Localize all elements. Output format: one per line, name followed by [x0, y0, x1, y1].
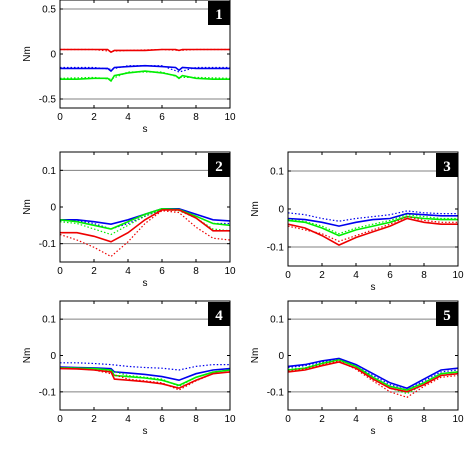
x-tick-label: 2 [91, 266, 97, 277]
chart-panel-5: 0 2 4 6 8 10 0.1 0 -0.1 s Nm 5 [250, 300, 464, 437]
x-tick-label: 4 [125, 414, 131, 425]
x-tick-label: 10 [224, 266, 236, 277]
x-tick-label: 2 [319, 414, 325, 425]
axes-frame [287, 300, 459, 411]
x-tick-label: 10 [452, 414, 464, 425]
x-axis-label: s [371, 426, 376, 437]
x-tick-label: 0 [285, 414, 291, 425]
y-tick-label: 0 [50, 351, 56, 362]
series-line-red-solid [288, 361, 458, 393]
series-line-red-solid [60, 209, 230, 243]
y-tick-label: 0 [278, 351, 284, 362]
chart-panel-4: 0 2 4 6 8 10 0.1 0 -0.1 s Nm 4 [22, 300, 236, 437]
y-tick-label: 0.1 [42, 166, 56, 177]
x-tick-label: 10 [224, 414, 236, 425]
x-axis-label: s [143, 124, 148, 135]
series-line-red-dotted [288, 360, 458, 398]
panel-badge [208, 1, 230, 25]
x-tick-label: 2 [319, 270, 325, 281]
x-tick-label: 4 [125, 112, 131, 123]
y-tick-label: 0 [50, 50, 56, 61]
series-line-red-solid [288, 217, 458, 246]
panel-number: 3 [443, 159, 451, 175]
axes-frame [287, 151, 459, 267]
y-tick-label: 0.5 [42, 5, 56, 16]
x-tick-label: 0 [285, 270, 291, 281]
x-tick-label: 4 [353, 270, 359, 281]
x-tick-label: 6 [159, 112, 165, 123]
y-tick-label: -0.1 [267, 387, 285, 398]
y-axis-label: Nm [22, 348, 33, 364]
x-axis-label: s [143, 278, 148, 289]
x-tick-label: 10 [224, 112, 236, 123]
axes-frame [59, 300, 231, 411]
x-tick-label: 6 [159, 414, 165, 425]
x-tick-label: 6 [387, 270, 393, 281]
y-tick-label: -0.1 [39, 387, 57, 398]
x-tick-label: 4 [125, 266, 131, 277]
y-tick-label: 0.1 [270, 315, 284, 326]
series-line-green-dotted [288, 214, 458, 235]
series-line-green-solid [60, 70, 230, 83]
y-axis-label: Nm [22, 46, 33, 62]
y-axis-label: Nm [250, 348, 261, 364]
chart-panel-3: 0 2 4 6 8 10 0.1 0 -0.1 s Nm 3 [250, 151, 464, 293]
y-axis-label: Nm [250, 201, 261, 217]
x-tick-label: 0 [57, 112, 63, 123]
series-line-red-dotted [60, 367, 230, 391]
x-tick-label: 10 [452, 270, 464, 281]
y-tick-label: -0.1 [267, 243, 285, 254]
x-axis-label: s [371, 282, 376, 293]
x-tick-label: 4 [353, 414, 359, 425]
series-line-red-dotted [288, 215, 458, 242]
y-tick-label: -0.5 [39, 95, 57, 106]
series-line-blue-dotted [60, 362, 230, 371]
y-axis-label: Nm [22, 199, 33, 215]
x-tick-label: 0 [57, 414, 63, 425]
x-axis-label: s [143, 426, 148, 437]
x-tick-label: 6 [387, 414, 393, 425]
x-tick-label: 8 [193, 112, 199, 123]
panel-badge [436, 302, 458, 326]
y-tick-label: 0 [278, 205, 284, 216]
panel-number: 2 [215, 159, 223, 175]
panel-badge [208, 302, 230, 326]
x-tick-label: 8 [421, 414, 427, 425]
x-tick-label: 0 [57, 266, 63, 277]
axes-frame [59, 151, 231, 263]
x-tick-label: 2 [91, 414, 97, 425]
series-line-blue-dotted [60, 65, 230, 73]
x-tick-label: 6 [159, 266, 165, 277]
panel-number: 5 [443, 308, 451, 324]
y-tick-label: 0.1 [270, 167, 284, 178]
series-line-blue-solid [60, 64, 230, 73]
axes-frame [59, 0, 231, 109]
panel-badge [208, 153, 230, 177]
series-line-blue-dotted [288, 210, 458, 222]
x-tick-label: 8 [193, 266, 199, 277]
panel-badge [436, 153, 458, 177]
series-line-blue-solid [288, 357, 458, 390]
y-tick-label: -0.1 [39, 239, 57, 250]
y-tick-label: 0.1 [42, 315, 56, 326]
series-line-blue-solid [288, 212, 458, 227]
panel-number: 1 [215, 7, 223, 23]
y-tick-label: 0 [50, 203, 56, 214]
x-tick-label: 8 [193, 414, 199, 425]
series-line-green-solid [288, 215, 458, 237]
x-tick-label: 2 [91, 112, 97, 123]
series-line-blue-dotted [288, 358, 458, 391]
panel-number: 4 [215, 308, 223, 324]
x-tick-label: 8 [421, 270, 427, 281]
series-line-green-dotted [60, 366, 230, 388]
series-line-red-dotted [60, 48, 230, 52]
chart-panel-2: 0 2 4 6 8 10 0.1 0 -0.1 s Nm 2 [22, 151, 236, 289]
series-line-green-solid [60, 207, 230, 230]
